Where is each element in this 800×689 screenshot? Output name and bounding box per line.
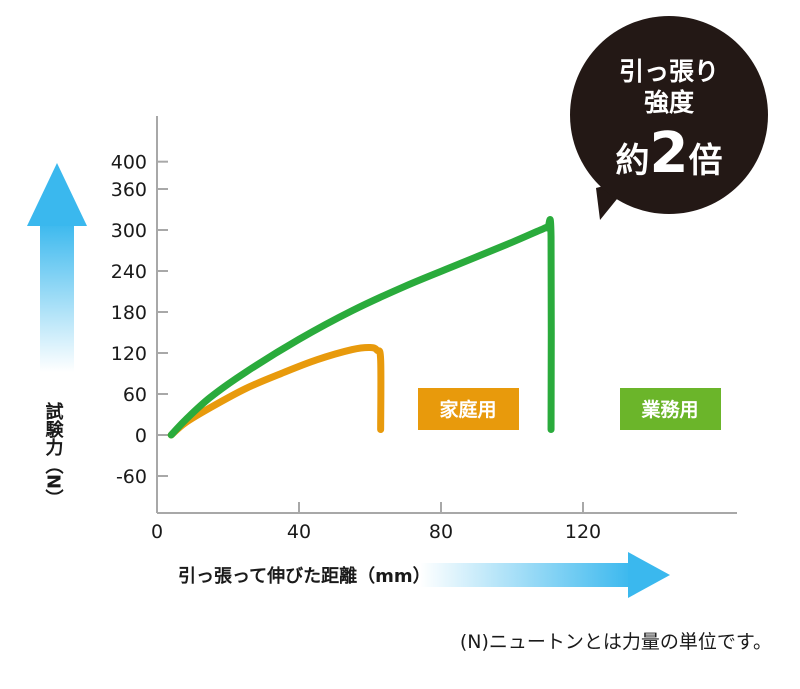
y-tick-label: 400 <box>111 152 147 174</box>
y-tick-label: 300 <box>111 220 147 242</box>
x-axis-title: 引っ張って伸びた距離（mm） <box>178 565 431 587</box>
legend-label-household-text: 家庭用 <box>439 398 496 421</box>
y-tick-label: 60 <box>123 384 147 406</box>
callout-line2: 強度 <box>644 88 694 117</box>
x-tick-label: 0 <box>151 521 163 543</box>
y-tick-label: 360 <box>111 179 147 201</box>
legend-label-commercial: 業務用 <box>620 388 721 430</box>
axes <box>156 116 737 514</box>
callout-prefix: 約 <box>616 141 650 181</box>
y-tick-label: 180 <box>111 302 147 324</box>
y-tick-label: 0 <box>135 425 147 447</box>
series-lines <box>167 216 555 439</box>
x-direction-arrow <box>420 552 670 598</box>
callout-suffix: 倍 <box>688 141 722 181</box>
y-axis-title: 試験力（N） <box>43 401 64 507</box>
x-tick-label: 120 <box>565 521 601 543</box>
tick-labels: -60 0 60 120 180 240 300 360 400 0 40 80 120 <box>111 152 601 543</box>
unit-footnote: (N)ニュートンとは力量の単位です。 <box>459 631 772 653</box>
y-tick-label: 240 <box>111 261 147 283</box>
commercial-series-line <box>167 216 555 439</box>
household-series-line <box>167 344 385 439</box>
y-direction-arrow <box>27 163 87 372</box>
callout-line1: 引っ張り <box>619 57 719 86</box>
y-tick-label: -60 <box>116 466 147 488</box>
x-tick-label: 40 <box>287 521 311 543</box>
y-tick-label: 120 <box>111 343 147 365</box>
callout-line3: 約2倍 <box>616 121 723 186</box>
callout-number: 2 <box>650 121 689 186</box>
callout-circle <box>570 16 768 214</box>
x-tick-label: 80 <box>429 521 453 543</box>
legend-label-commercial-text: 業務用 <box>640 398 698 421</box>
strength-callout: 引っ張り 強度 約2倍 <box>570 16 768 220</box>
legend-label-household: 家庭用 <box>418 388 519 430</box>
